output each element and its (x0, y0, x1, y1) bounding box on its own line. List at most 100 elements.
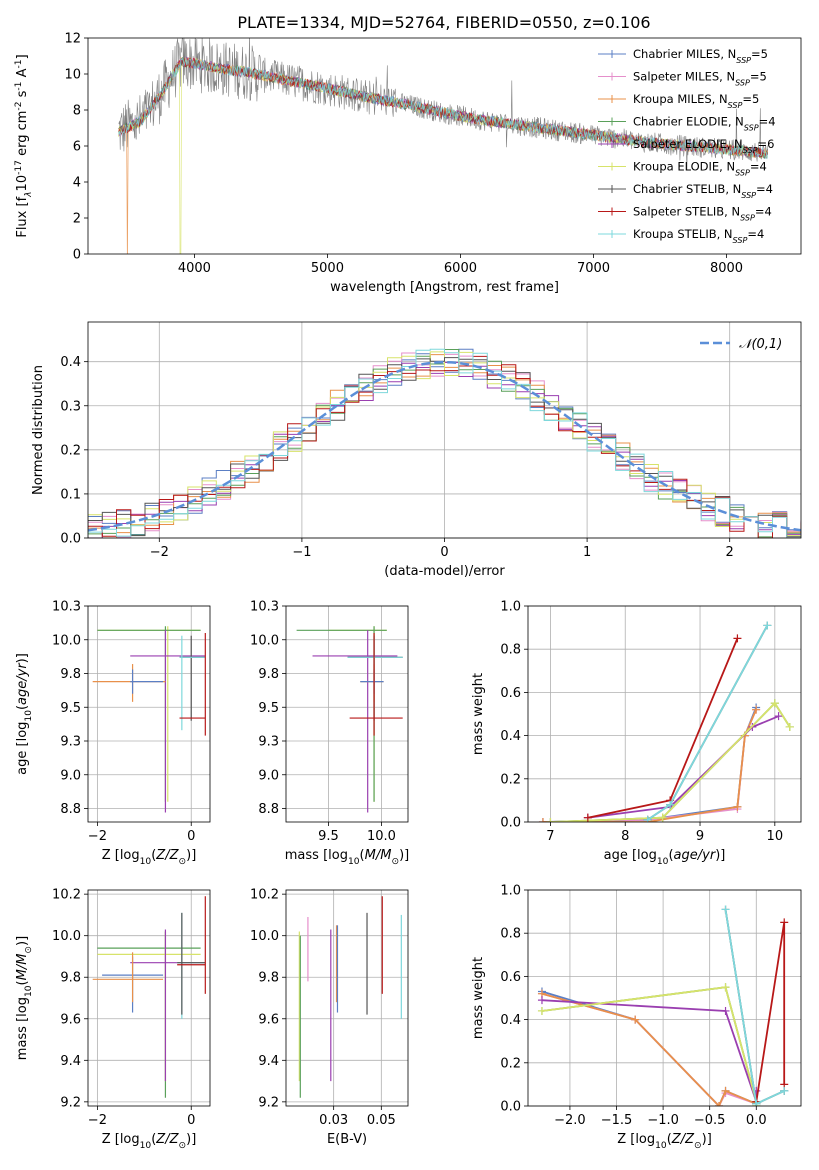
spectrum-plot-area (118, 38, 768, 254)
age-vs-Z-plot-area (92, 626, 206, 813)
model-line-kroupa-stelib (118, 57, 768, 160)
y-tick-label: 9.0 (258, 768, 279, 783)
axes-frame (87, 605, 211, 823)
x-tick-label: 0 (440, 545, 448, 560)
legend-label: Salpeter ELODIE, NSSP=6 (633, 137, 774, 155)
legend-marker (608, 162, 616, 171)
y-tick-label: 9.4 (60, 1054, 81, 1069)
x-tick-label: −1.5 (601, 1113, 633, 1128)
y-tick-label: 1.0 (500, 884, 521, 899)
x-tick-label: 0.03 (319, 1113, 348, 1128)
weight-marker (537, 996, 546, 1005)
y-tick-label: 2 (73, 212, 81, 227)
x-axis-label: wavelength [Angstrom, rest frame] (330, 280, 559, 295)
x-tick-label: 0.0 (746, 1113, 767, 1128)
y-tick-label: 0.6 (500, 686, 521, 701)
spectrum-panel: 4000 5000 6000 7000 8000 0 2 4 6 8 10 12 wavelength … (14, 32, 802, 295)
y-tick-label: 0.2 (500, 1056, 521, 1071)
legend-marker (608, 230, 616, 238)
y-tick-label: 0.3 (60, 399, 81, 414)
y-tick-label: 12 (64, 32, 81, 47)
weight-line-chabrier-stelib (724, 909, 785, 1106)
residuals-panel: −2 −1 0 1 2 0.0 0.1 0.2 0.3 0.4 (data-model)/error… (31, 321, 802, 579)
weight-marker (721, 1086, 730, 1095)
weight-line-salpeter-elodie (541, 999, 758, 1102)
weight-marker (538, 818, 547, 822)
y-tick-label: 0.8 (500, 927, 521, 942)
weight-vs-Z-panel: −2.0 −1.5 −1.0 −0.5 0.0 0.0 0.2 0.4 0.6 0.8 1.0 Z [… (471, 884, 802, 1151)
y-tick-label: 9.0 (60, 768, 81, 783)
y-tick-label: 0.4 (60, 355, 81, 370)
weight-marker (721, 983, 730, 992)
y-tick-label: 10 (64, 68, 81, 83)
y-tick-label: 10.2 (250, 888, 279, 903)
x-axis-label: (data-model)/error (384, 564, 505, 579)
x-tick-label: −2 (150, 545, 169, 560)
y-axis-label: Flux [fλ10-17 erg cm-2 s-1 A-1] (14, 54, 34, 237)
y-tick-label: 0.6 (500, 970, 521, 985)
y-tick-label: 6 (73, 140, 81, 155)
axes-frame (527, 889, 802, 1107)
legend-label: Chabrier ELODIE, NSSP=4 (633, 115, 776, 133)
y-axis-label: mass weight (471, 673, 486, 755)
mass-vs-Z-grid (88, 890, 210, 1106)
weight-line-kroupa-stelib (724, 909, 785, 1106)
y-tick-label: 9.8 (258, 971, 279, 986)
y-tick-label: 8.8 (60, 802, 81, 817)
y-tick-label: 9.3 (258, 735, 279, 750)
legend-label: Chabrier STELIB, NSSP=4 (633, 182, 773, 200)
x-tick-label: 7 (546, 829, 554, 844)
x-tick-label: 10.0 (367, 829, 396, 844)
y-tick-label: 9.3 (60, 735, 81, 750)
x-tick-label: −2 (88, 829, 107, 844)
legend-marker (608, 117, 616, 126)
x-tick-label: −0.5 (694, 1113, 726, 1128)
x-tick-label: 0.05 (367, 1113, 396, 1128)
x-axis-label: Z [log10(Z/Z⊙)] (102, 848, 197, 867)
mass-vs-Z-panel: −2 0 9.2 9.4 9.6 9.8 10.0 10.2 Z [log10(Z/Z⊙)] ma… (15, 888, 211, 1151)
weight-marker (721, 1006, 730, 1015)
y-tick-label: 10.0 (52, 633, 81, 648)
mass-vs-ebv-grid (286, 890, 408, 1106)
weight-marker (780, 918, 789, 927)
legend-label: Salpeter MILES, NSSP=5 (633, 70, 767, 88)
y-tick-label: 0.2 (500, 772, 521, 787)
legend-marker (608, 50, 616, 58)
x-axis-label: age [log10(age/yr)] (604, 848, 726, 867)
weight-marker (583, 813, 592, 822)
y-tick-label: 10.0 (250, 929, 279, 944)
y-tick-label: 0.0 (500, 816, 521, 831)
y-tick-label: 4 (73, 176, 81, 191)
y-tick-label: 9.4 (258, 1054, 279, 1069)
y-axis-label: mass weight (471, 957, 486, 1039)
weight-line-kroupa-elodie (541, 986, 758, 1106)
y-tick-label: 10.2 (52, 888, 81, 903)
axes-frame (285, 889, 409, 1107)
y-tick-label: 0 (73, 248, 81, 263)
y-tick-label: 0.8 (500, 643, 521, 658)
axes-frame (527, 605, 802, 823)
residuals-plot-area (88, 348, 801, 538)
y-tick-label: 10.3 (52, 600, 81, 615)
y-tick-label: 9.5 (60, 701, 81, 716)
weight-marker (643, 815, 652, 822)
age-vs-Z-panel: −2 0 8.8 9.0 9.3 9.5 9.8 10.0 10.3 Z [log10(Z/Z⊙)… (15, 600, 211, 867)
y-tick-label: 0.4 (500, 1013, 521, 1028)
weight-marker (752, 1099, 761, 1106)
x-axis-label: Z [log10(Z/Z⊙)] (617, 1132, 712, 1151)
x-tick-label: 8000 (710, 261, 743, 276)
weight-marker (721, 905, 730, 914)
x-tick-label: 6000 (444, 261, 477, 276)
age-vs-mass-grid (286, 605, 408, 822)
x-tick-label: 4000 (178, 261, 211, 276)
weight-line-chabrier-miles (541, 990, 757, 1106)
legend-marker (608, 72, 616, 81)
weight-line-chabrier-elodie (541, 986, 758, 1106)
y-tick-label: 1.0 (500, 600, 521, 615)
y-tick-label: 10.0 (52, 929, 81, 944)
weight-marker (780, 1086, 789, 1095)
legend-marker (608, 140, 616, 148)
x-tick-label: −2 (88, 1113, 107, 1128)
y-tick-label: 10.3 (250, 600, 279, 615)
mass-vs-ebv-plot-area (298, 896, 402, 1098)
